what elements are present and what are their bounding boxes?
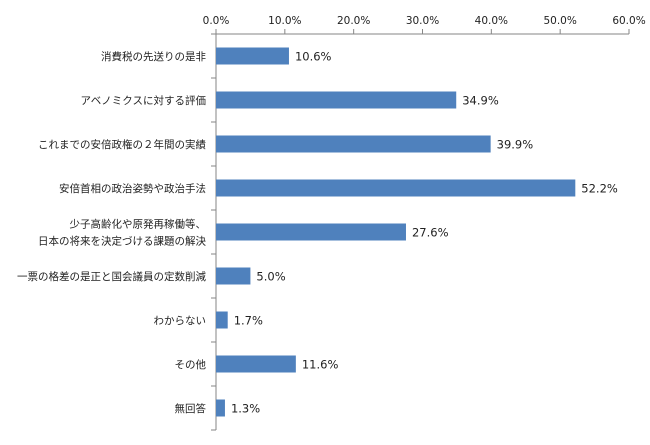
bar: [216, 311, 228, 329]
x-tick-label: 60.0%: [612, 15, 645, 27]
x-tick-label: 0.0%: [203, 15, 230, 27]
category-label: わからない: [154, 315, 207, 327]
data-labels: 10.6% 34.9% 39.9% 52.2% 27.6% 5.0% 1.7% 11.6% 1.…: [231, 50, 618, 416]
category-label: これまでの安倍政権の２年間の実績: [38, 138, 206, 151]
x-tick-label: 40.0%: [475, 15, 508, 27]
category-label: 消費税の先送りの是非: [101, 50, 206, 63]
data-label: 39.9%: [497, 138, 534, 152]
bar: [216, 399, 225, 417]
bar: [216, 91, 457, 109]
category-label: 安倍首相の政治姿勢や政治手法: [59, 182, 206, 195]
bar: [216, 267, 251, 285]
category-labels: 消費税の先送りの是非アベノミクスに対する評価これまでの安倍政権の２年間の実績安倍…: [17, 50, 206, 415]
category-label: アベノミクスに対する評価: [81, 94, 206, 107]
category-label: 無回答: [175, 402, 207, 415]
data-label: 1.7%: [234, 314, 263, 328]
data-label: 11.6%: [302, 358, 339, 372]
data-label: 34.9%: [462, 94, 499, 108]
x-tick-label: 10.0%: [268, 15, 301, 27]
bar: [216, 135, 491, 153]
data-label: 10.6%: [295, 50, 332, 64]
x-tick-label: 20.0%: [337, 15, 370, 27]
bar: [216, 47, 289, 65]
data-label: 27.6%: [412, 226, 449, 240]
category-label: その他: [175, 358, 207, 371]
category-label: 少子高齢化や原発再稼働等、: [70, 218, 207, 231]
x-tick-label: 30.0%: [406, 15, 439, 27]
category-label: 日本の将来を決定づける課題の解決: [38, 235, 206, 248]
data-label: 52.2%: [581, 182, 618, 196]
bars: [216, 47, 576, 417]
bar: [216, 223, 406, 241]
bar: [216, 355, 296, 373]
data-label: 5.0%: [256, 270, 285, 284]
x-tick-label: 50.0%: [543, 15, 576, 27]
bar: [216, 179, 576, 197]
data-label: 1.3%: [231, 402, 260, 416]
category-label: 一票の格差の是正と国会議員の定数削減: [17, 270, 206, 283]
